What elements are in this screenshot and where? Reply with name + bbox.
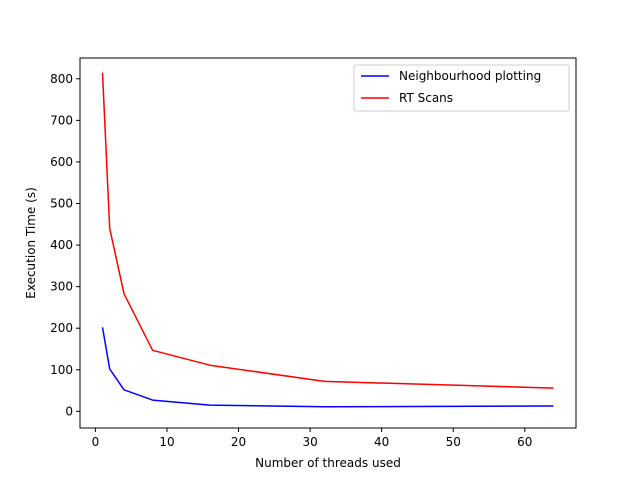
legend-box: [353, 64, 570, 112]
x-axis: 0 10 20 30 40 50 60: [92, 428, 532, 449]
series-line-0: [101, 327, 554, 408]
x-tick-label: 40: [374, 435, 389, 449]
y-tick-label: 300: [50, 280, 73, 294]
x-tick-label: 20: [231, 435, 246, 449]
plot-frame: [79, 57, 577, 429]
x-tick-label: 10: [159, 435, 174, 449]
x-axis-label: Number of threads used: [255, 456, 401, 470]
x-tick-label: 30: [302, 435, 317, 449]
y-tick-label: 0: [65, 404, 73, 418]
series-lines: [101, 72, 554, 408]
legend-label-neighbourhood: Neighbourhood plotting: [399, 69, 541, 83]
legend: Neighbourhood plotting RT Scans: [353, 64, 570, 112]
series-line-1: [101, 72, 554, 389]
x-tick-label: 0: [92, 435, 100, 449]
y-axis: 0 100 200 300 400 500 600 700 800: [50, 72, 80, 418]
y-tick-label: 700: [50, 113, 73, 127]
y-tick-label: 200: [50, 321, 73, 335]
y-axis-label: Execution Time (s): [24, 187, 38, 299]
x-tick-label: 50: [446, 435, 461, 449]
y-tick-label: 400: [50, 238, 73, 252]
y-tick-label: 600: [50, 155, 73, 169]
legend-label-rt-scans: RT Scans: [399, 91, 453, 105]
x-tick-label: 60: [517, 435, 532, 449]
y-tick-label: 800: [50, 72, 73, 86]
y-tick-label: 500: [50, 197, 73, 211]
y-tick-label: 100: [50, 363, 73, 377]
